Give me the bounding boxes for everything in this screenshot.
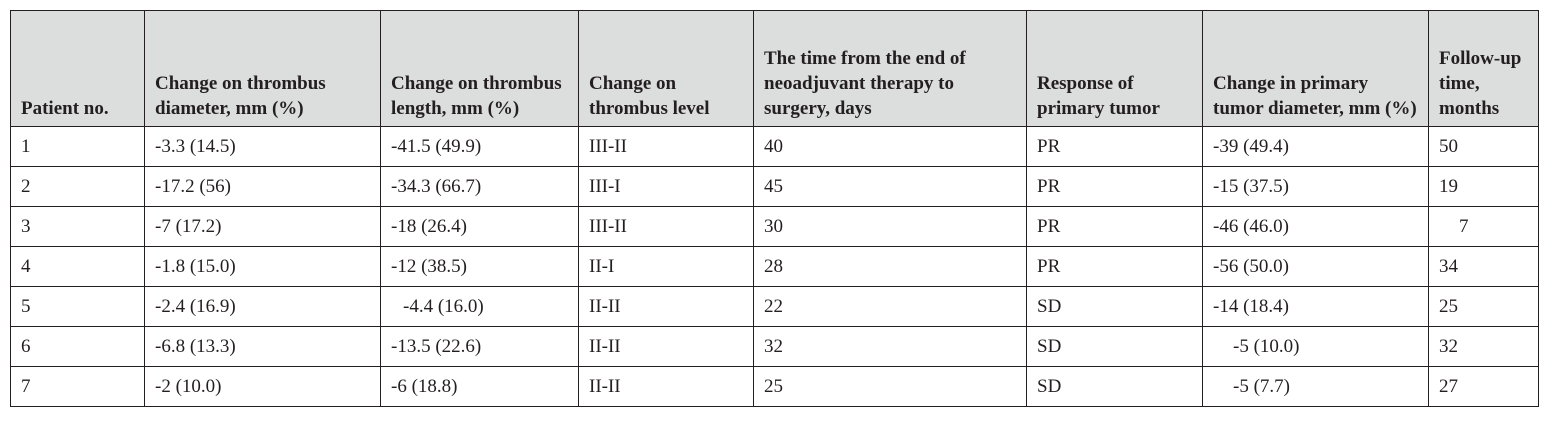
table-row: 1 -3.3 (14.5) -41.5 (49.9) III-II 40 PR … xyxy=(10,126,1539,167)
cell-thrombus-level: II-I xyxy=(578,246,754,287)
cell-patient-no: 3 xyxy=(10,206,145,247)
cell-tumor-response: SD xyxy=(1026,326,1203,367)
table-row: 5 -2.4 (16.9) -4.4 (16.0) II-II 22 SD -1… xyxy=(10,286,1539,327)
cell-tumor-diameter: -14 (18.4) xyxy=(1202,286,1429,327)
cell-thrombus-length: -12 (38.5) xyxy=(380,246,579,287)
cell-thrombus-level: III-II xyxy=(578,206,754,247)
header-thrombus-length: Change on thrombus length, mm (%) xyxy=(380,10,579,127)
cell-tumor-response: PR xyxy=(1026,126,1203,167)
cell-tumor-diameter: -5 (7.7) xyxy=(1202,366,1429,407)
cell-time-to-surgery: 32 xyxy=(753,326,1027,367)
cell-time-to-surgery: 25 xyxy=(753,366,1027,407)
cell-tumor-diameter: -46 (46.0) xyxy=(1202,206,1429,247)
cell-tumor-diameter: -39 (49.4) xyxy=(1202,126,1429,167)
header-tumor-diameter: Change in primary tumor diameter, mm (%) xyxy=(1202,10,1429,127)
cell-patient-no: 1 xyxy=(10,126,145,167)
cell-thrombus-diameter: -3.3 (14.5) xyxy=(144,126,381,167)
cell-follow-up: 50 xyxy=(1428,126,1539,167)
cell-thrombus-level: II-II xyxy=(578,286,754,327)
cell-thrombus-diameter: -2 (10.0) xyxy=(144,366,381,407)
cell-thrombus-diameter: -2.4 (16.9) xyxy=(144,286,381,327)
cell-tumor-response: SD xyxy=(1026,286,1203,327)
cell-follow-up: 32 xyxy=(1428,326,1539,367)
cell-tumor-diameter: -5 (10.0) xyxy=(1202,326,1429,367)
cell-thrombus-level: III-I xyxy=(578,166,754,207)
cell-thrombus-diameter: -6.8 (13.3) xyxy=(144,326,381,367)
cell-patient-no: 2 xyxy=(10,166,145,207)
cell-follow-up: 7 xyxy=(1428,206,1539,247)
cell-tumor-diameter: -15 (37.5) xyxy=(1202,166,1429,207)
cell-tumor-response: PR xyxy=(1026,246,1203,287)
cell-thrombus-length: -41.5 (49.9) xyxy=(380,126,579,167)
header-time-to-surgery: The time from the end of neoadjuvant the… xyxy=(753,10,1027,127)
cell-time-to-surgery: 28 xyxy=(753,246,1027,287)
header-row: Patient no. Change on thrombus diameter,… xyxy=(10,10,1539,127)
cell-tumor-response: PR xyxy=(1026,166,1203,207)
cell-tumor-diameter: -56 (50.0) xyxy=(1202,246,1429,287)
cell-patient-no: 6 xyxy=(10,326,145,367)
cell-thrombus-length: -34.3 (66.7) xyxy=(380,166,579,207)
cell-thrombus-level: II-II xyxy=(578,366,754,407)
cell-tumor-response: SD xyxy=(1026,366,1203,407)
cell-time-to-surgery: 40 xyxy=(753,126,1027,167)
table-row: 6 -6.8 (13.3) -13.5 (22.6) II-II 32 SD -… xyxy=(10,326,1539,367)
cell-thrombus-diameter: -7 (17.2) xyxy=(144,206,381,247)
results-table: Patient no. Change on thrombus diameter,… xyxy=(10,10,1539,407)
cell-thrombus-level: III-II xyxy=(578,126,754,167)
header-patient-no: Patient no. xyxy=(10,10,145,127)
cell-patient-no: 5 xyxy=(10,286,145,327)
table-row: 7 -2 (10.0) -6 (18.8) II-II 25 SD -5 (7.… xyxy=(10,366,1539,407)
table-row: 2 -17.2 (56) -34.3 (66.7) III-I 45 PR -1… xyxy=(10,166,1539,207)
cell-thrombus-length: -13.5 (22.6) xyxy=(380,326,579,367)
cell-tumor-response: PR xyxy=(1026,206,1203,247)
header-thrombus-level: Change on thrombus level xyxy=(578,10,754,127)
cell-follow-up: 25 xyxy=(1428,286,1539,327)
cell-thrombus-diameter: -17.2 (56) xyxy=(144,166,381,207)
cell-time-to-surgery: 22 xyxy=(753,286,1027,327)
cell-patient-no: 7 xyxy=(10,366,145,407)
cell-thrombus-length: -6 (18.8) xyxy=(380,366,579,407)
cell-thrombus-diameter: -1.8 (15.0) xyxy=(144,246,381,287)
cell-patient-no: 4 xyxy=(10,246,145,287)
header-thrombus-diameter: Change on thrombus diameter, mm (%) xyxy=(144,10,381,127)
table-row: 4 -1.8 (15.0) -12 (38.5) II-I 28 PR -56 … xyxy=(10,246,1539,287)
cell-time-to-surgery: 45 xyxy=(753,166,1027,207)
cell-time-to-surgery: 30 xyxy=(753,206,1027,247)
cell-follow-up: 34 xyxy=(1428,246,1539,287)
header-tumor-response: Response of primary tumor xyxy=(1026,10,1203,127)
cell-follow-up: 19 xyxy=(1428,166,1539,207)
table-row: 3 -7 (17.2) -18 (26.4) III-II 30 PR -46 … xyxy=(10,206,1539,247)
cell-thrombus-level: II-II xyxy=(578,326,754,367)
cell-follow-up: 27 xyxy=(1428,366,1539,407)
cell-thrombus-length: -18 (26.4) xyxy=(380,206,579,247)
cell-thrombus-length: -4.4 (16.0) xyxy=(380,286,579,327)
header-follow-up: Follow-up time, months xyxy=(1428,10,1539,127)
